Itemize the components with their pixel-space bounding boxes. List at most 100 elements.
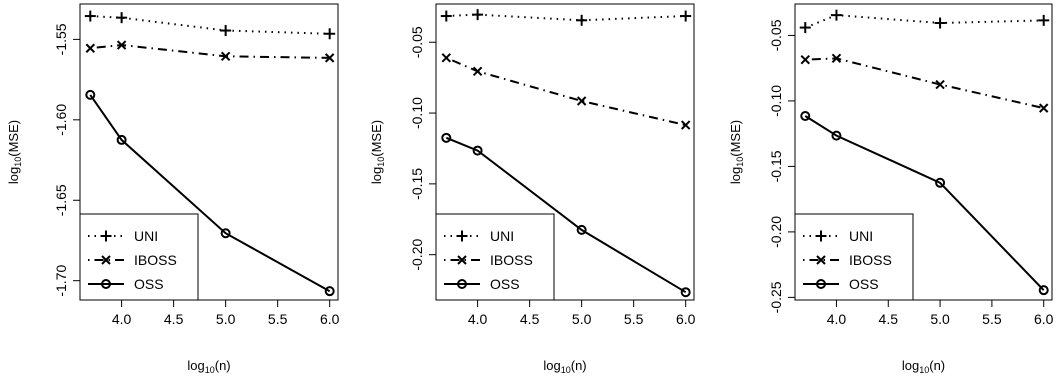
x-axis-title: log10(n): [902, 358, 945, 375]
data-point-oss: [324, 286, 335, 297]
data-point-uni: [440, 10, 452, 22]
y-tick-label: -0.20: [768, 216, 784, 248]
data-point-uni: [576, 14, 588, 26]
x-tick-label: 6.0: [676, 311, 696, 327]
y-tick-label: -0.10: [409, 97, 425, 129]
y-tick-label: -0.10: [768, 85, 784, 117]
legend-label-uni: UNI: [849, 228, 873, 244]
data-point-uni: [324, 28, 336, 40]
legend-marker-oss: [101, 279, 111, 289]
data-point-iboss: [831, 53, 842, 64]
series-line-oss: [445, 136, 687, 294]
data-point-iboss: [1039, 103, 1049, 113]
y-tick-label: -0.05: [409, 26, 425, 58]
series-line-oss: [804, 115, 1045, 291]
x-tick-label: 4.0: [112, 311, 132, 327]
x-tick-label: 4.5: [520, 311, 540, 327]
series-line-uni: [804, 14, 1044, 29]
series-line-iboss: [445, 56, 686, 127]
y-axis-title: log10(MSE): [6, 120, 23, 184]
chart-panel-3: 4.0 4.5 5.0 5.5 6.0 -0.05 -0.10 -0.15 -0.20 -0.25…: [728, 3, 1054, 375]
x-tick-label: 4.0: [827, 311, 847, 327]
y-tick-label: -0.15: [768, 150, 784, 182]
data-point-uni: [472, 9, 484, 21]
data-point-iboss: [800, 54, 810, 65]
x-tick-label: 5.0: [930, 311, 950, 327]
plot-frame: [79, 3, 339, 301]
legend-marker-iboss: [816, 255, 826, 265]
data-point-uni: [830, 9, 842, 21]
data-point-oss: [472, 145, 483, 156]
data-point-uni: [680, 10, 692, 22]
data-point-iboss: [680, 120, 691, 130]
data-point-oss: [935, 177, 946, 188]
x-tick-label: 6.0: [1034, 311, 1054, 327]
data-point-iboss: [441, 53, 452, 63]
y-tick-label: -0.25: [768, 281, 784, 313]
data-point-oss: [220, 228, 231, 239]
y-tick-label: -0.15: [409, 168, 425, 200]
x-tick-label: 5.5: [982, 311, 1002, 327]
legend-marker-oss: [457, 279, 467, 289]
legend: UNI IBOSS OSS: [794, 213, 914, 301]
series-line-iboss: [805, 57, 1044, 110]
data-point-oss: [1038, 285, 1049, 296]
data-point-oss: [441, 132, 452, 143]
legend-box: [794, 213, 914, 301]
legend: UNI IBOSS OSS: [435, 213, 555, 301]
x-tick-label: 4.5: [879, 311, 899, 327]
y-axis-title: log10(MSE): [728, 120, 745, 184]
data-point-oss: [680, 287, 691, 298]
series-line-uni: [90, 15, 330, 35]
x-axis-title: log10(n): [187, 358, 230, 375]
legend-box: [435, 213, 555, 301]
data-point-iboss: [85, 43, 96, 53]
data-point-uni: [84, 10, 96, 22]
data-point-iboss: [220, 51, 231, 61]
legend-marker-uni: [100, 230, 112, 242]
y-tick-label: -1.70: [53, 265, 69, 297]
legend-label-oss: OSS: [849, 276, 879, 292]
x-tick-label: 5.0: [572, 311, 592, 327]
legend-label-oss: OSS: [134, 276, 164, 292]
data-point-iboss: [472, 66, 483, 76]
data-point-oss: [116, 134, 127, 145]
legend-label-oss: OSS: [490, 276, 520, 292]
x-axis-title: log10(n): [543, 358, 586, 375]
plot-frame: [794, 3, 1053, 301]
legend-label-uni: UNI: [134, 228, 158, 244]
data-point-oss: [576, 224, 587, 235]
data-point-uni: [116, 12, 128, 24]
data-point-oss: [831, 130, 842, 141]
legend-marker-iboss: [101, 255, 111, 265]
data-point-iboss: [116, 40, 127, 50]
x-tick-label: 4.0: [468, 311, 488, 327]
data-point-iboss: [935, 79, 945, 90]
legend-marker-iboss: [457, 255, 467, 265]
legend-box: [79, 213, 199, 301]
data-point-uni: [1038, 14, 1050, 26]
x-tick-label: 5.5: [268, 311, 288, 327]
data-point-uni: [799, 22, 811, 34]
data-point-oss: [800, 110, 811, 121]
data-point-iboss: [324, 53, 335, 63]
data-point-oss: [85, 89, 96, 100]
y-tick-label: -0.05: [768, 19, 784, 51]
data-point-uni: [220, 25, 232, 37]
legend-marker-oss: [816, 279, 826, 289]
y-axis-title: log10(MSE): [369, 120, 386, 184]
legend-label-iboss: IBOSS: [849, 252, 892, 268]
x-tick-label: 4.5: [164, 311, 184, 327]
data-point-uni: [934, 17, 946, 29]
chart-panel-2: 4.0 4.5 5.0 5.5 6.0 -0.05 -0.10 -0.15 -0.20 log10…: [369, 3, 696, 375]
series-line-iboss: [90, 43, 330, 59]
legend-marker-uni: [815, 230, 827, 242]
legend-label-iboss: IBOSS: [490, 252, 533, 268]
y-tick-label: -1.65: [53, 184, 69, 216]
legend-marker-uni: [456, 230, 468, 242]
chart-panel-1: 4.0 4.5 5.0 5.5 6.0 -1.55 -1.60 -1.65 -1.70 log10…: [6, 3, 340, 375]
legend: UNI IBOSS OSS: [79, 213, 199, 301]
y-tick-label: -1.55: [53, 23, 69, 55]
series-line-oss: [89, 94, 331, 293]
